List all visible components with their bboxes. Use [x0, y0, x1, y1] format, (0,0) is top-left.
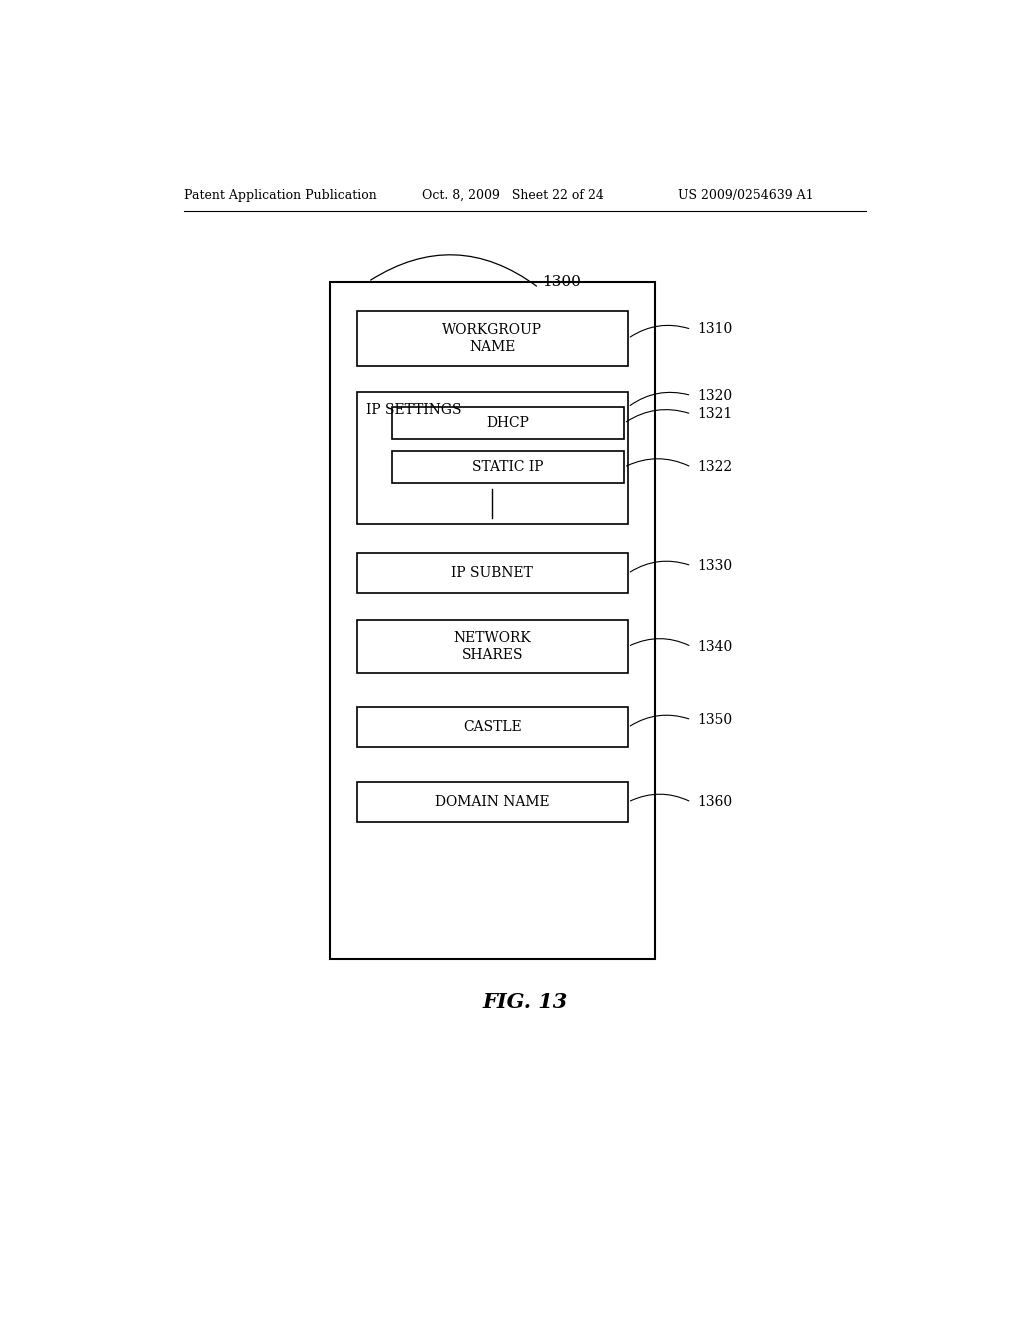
Text: IP SETTINGS: IP SETTINGS — [366, 404, 462, 417]
Text: Oct. 8, 2009   Sheet 22 of 24: Oct. 8, 2009 Sheet 22 of 24 — [423, 189, 604, 202]
Text: 1320: 1320 — [697, 388, 733, 403]
FancyArrowPatch shape — [630, 561, 689, 572]
Bar — [356, 312, 628, 367]
Text: 1330: 1330 — [697, 558, 733, 573]
FancyArrowPatch shape — [371, 255, 537, 286]
Text: 1322: 1322 — [697, 461, 733, 474]
Text: CASTLE: CASTLE — [463, 721, 521, 734]
Text: STATIC IP: STATIC IP — [472, 461, 544, 474]
Text: DOMAIN NAME: DOMAIN NAME — [435, 795, 550, 809]
FancyArrowPatch shape — [630, 715, 689, 726]
Bar — [356, 781, 628, 822]
Text: 1340: 1340 — [697, 640, 733, 653]
FancyArrowPatch shape — [627, 459, 689, 466]
Text: US 2009/0254639 A1: US 2009/0254639 A1 — [678, 189, 814, 202]
FancyArrowPatch shape — [631, 639, 689, 645]
Text: FIG. 13: FIG. 13 — [482, 991, 567, 1011]
Text: 1300: 1300 — [543, 275, 582, 289]
FancyArrowPatch shape — [627, 409, 689, 422]
Bar — [356, 620, 628, 673]
Bar — [391, 451, 624, 483]
Text: WORKGROUP
NAME: WORKGROUP NAME — [442, 323, 543, 354]
FancyArrowPatch shape — [630, 325, 689, 337]
Text: 1360: 1360 — [697, 795, 733, 809]
Bar — [356, 553, 628, 594]
Bar — [356, 708, 628, 747]
Text: 1310: 1310 — [697, 322, 733, 337]
Bar — [356, 392, 628, 524]
Text: NETWORK
SHARES: NETWORK SHARES — [454, 631, 531, 661]
Text: DHCP: DHCP — [486, 416, 529, 430]
FancyArrowPatch shape — [630, 392, 689, 405]
Bar — [391, 407, 624, 440]
Text: 1321: 1321 — [697, 407, 733, 421]
FancyArrowPatch shape — [631, 795, 689, 801]
Text: 1350: 1350 — [697, 713, 733, 727]
Text: IP SUBNET: IP SUBNET — [452, 566, 534, 581]
Text: Patent Application Publication: Patent Application Publication — [183, 189, 377, 202]
Bar — [330, 281, 655, 960]
